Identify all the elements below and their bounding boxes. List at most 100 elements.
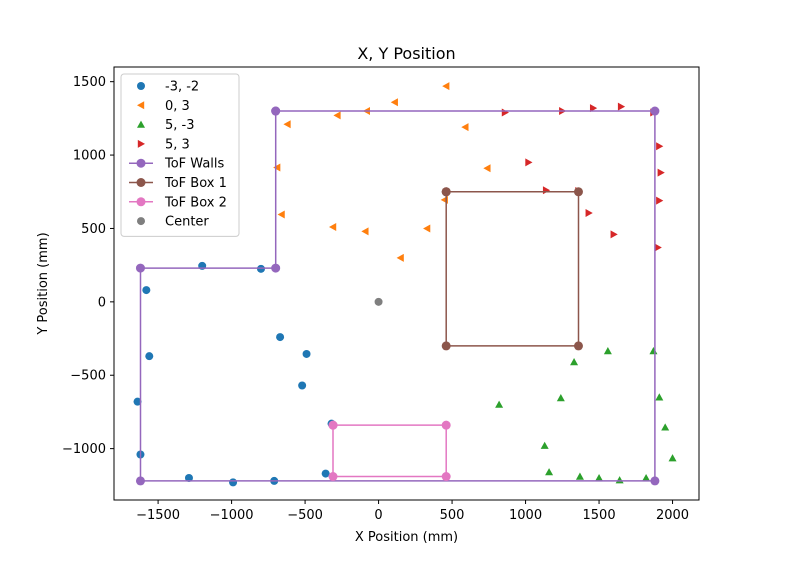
- data-point-5-3: [595, 473, 604, 482]
- legend-marker-center: [137, 217, 145, 226]
- data-point-5-3: [617, 102, 626, 111]
- x-tick-label: −500: [287, 508, 323, 523]
- legend-item-tof-box-1: ToF Box 1: [129, 176, 227, 191]
- legend-label-tof-walls: ToF Walls: [164, 157, 225, 172]
- data-point-5-3: [540, 441, 549, 449]
- series-tof-box-2: [328, 420, 451, 482]
- legend-marker-3-2: [137, 82, 145, 90]
- legend-marker-tof-walls: [136, 158, 146, 168]
- data-point-0-3: [277, 210, 285, 219]
- data-point-5-3: [642, 473, 651, 482]
- legend-item-tof-box-2: ToF Box 2: [129, 195, 227, 210]
- x-tick-label: 1500: [583, 508, 616, 523]
- legend-label-center: Center: [165, 215, 209, 230]
- data-point-3-2: [133, 397, 142, 406]
- legend-label-5-3: 5, -3: [165, 118, 195, 133]
- data-point-0-3: [333, 111, 341, 120]
- legend-item-0-3: 0, 3: [137, 99, 190, 114]
- y-tick-label: −500: [70, 369, 106, 384]
- data-point-3-2: [145, 352, 154, 361]
- legend-label-5-3: 5, 3: [165, 137, 190, 152]
- data-point-3-2: [276, 333, 285, 342]
- data-point-0-3: [483, 164, 491, 173]
- series-center: [374, 297, 383, 306]
- series-0-3: [273, 82, 491, 262]
- legend-marker-tof-box-2: [136, 197, 146, 207]
- x-tick-label: −1500: [136, 508, 180, 523]
- data-point-5-3: [570, 358, 579, 366]
- y-tick-label: 1500: [73, 75, 106, 90]
- legend-label-tof-box-1: ToF Box 1: [164, 176, 227, 191]
- legend-item-tof-walls: ToF Walls: [129, 157, 225, 172]
- legend-label-0-3: 0, 3: [165, 99, 190, 114]
- data-point-0-3: [361, 227, 369, 236]
- data-point-tof-walls: [271, 106, 281, 116]
- series-5-3: [495, 347, 677, 484]
- data-point-tof-box-2: [328, 420, 338, 430]
- series-tof-box-1: [441, 187, 583, 351]
- legend-marker-5-3: [137, 139, 145, 148]
- legend-item-3-2: -3, -2: [137, 80, 199, 95]
- data-point-5-3: [668, 454, 677, 462]
- series-tof-walls: [135, 106, 660, 486]
- data-point-5-3: [657, 168, 665, 177]
- y-axis: −1000 −500 0 500 1000 1500: [62, 75, 114, 457]
- data-point-tof-walls: [135, 476, 145, 486]
- data-point-tof-box-1: [573, 341, 583, 351]
- data-point-0-3: [442, 82, 450, 91]
- data-point-tof-box-1: [441, 187, 451, 197]
- x-tick-label: 1000: [509, 508, 542, 523]
- data-point-5-3: [603, 347, 612, 355]
- data-point-3-2: [298, 381, 307, 390]
- data-point-5-3: [589, 104, 598, 113]
- data-point-0-3: [283, 120, 291, 129]
- legend-marker-tof-box-1: [136, 178, 146, 187]
- y-tick-label: 1000: [73, 149, 106, 164]
- data-point-5-3: [661, 423, 670, 431]
- legend-marker-5-3: [137, 120, 145, 128]
- legend-label-3-2: -3, -2: [165, 80, 199, 95]
- data-point-tof-box-2: [441, 472, 451, 482]
- data-point-5-3: [556, 393, 565, 402]
- data-point-5-3: [655, 393, 664, 401]
- data-point-5-3: [545, 468, 554, 476]
- legend-label-tof-box-2: ToF Box 2: [164, 195, 227, 210]
- data-point-tof-box-2: [328, 472, 338, 482]
- x-axis: −1500 −1000 −500 0 500 1000 1500 2000: [136, 500, 689, 523]
- data-point-3-2: [302, 349, 311, 358]
- data-point-tof-walls: [650, 106, 660, 116]
- data-point-3-2: [321, 469, 330, 478]
- marks-layer: [133, 82, 677, 487]
- data-point-0-3: [390, 98, 398, 107]
- data-point-tof-walls: [650, 476, 660, 486]
- legend: -3, -2 0, 3 5, -3 5, 3 ToF Walls ToF Box 1 ToF…: [120, 73, 240, 237]
- y-tick-label: 500: [81, 222, 106, 237]
- data-point-0-3: [329, 222, 337, 231]
- data-point-tof-box-1: [573, 187, 583, 197]
- x-tick-label: 500: [440, 508, 465, 523]
- data-point-0-3: [396, 253, 404, 262]
- data-point-5-3: [585, 209, 593, 218]
- data-point-3-2: [142, 286, 151, 295]
- data-point-5-3: [575, 472, 584, 480]
- y-tick-label: 0: [98, 295, 106, 310]
- x-tick-label: 2000: [656, 508, 689, 523]
- x-tick-label: 0: [374, 508, 382, 523]
- data-point-tof-walls: [135, 263, 145, 273]
- data-point-5-3: [654, 243, 662, 252]
- data-point-0-3: [461, 123, 469, 132]
- data-point-tof-walls: [271, 263, 281, 273]
- data-point-5-3: [656, 196, 664, 205]
- legend-marker-0-3: [137, 101, 145, 110]
- data-point-center: [374, 297, 383, 306]
- data-point-5-3: [610, 230, 618, 239]
- data-point-3-2: [229, 478, 238, 487]
- data-point-0-3: [273, 163, 281, 172]
- y-axis-label: Y Position (mm): [36, 232, 51, 335]
- data-point-5-3: [656, 142, 664, 151]
- data-point-5-3: [495, 400, 504, 408]
- data-point-tof-box-1: [441, 341, 451, 351]
- data-point-3-2: [184, 473, 193, 482]
- data-point-0-3: [423, 224, 431, 233]
